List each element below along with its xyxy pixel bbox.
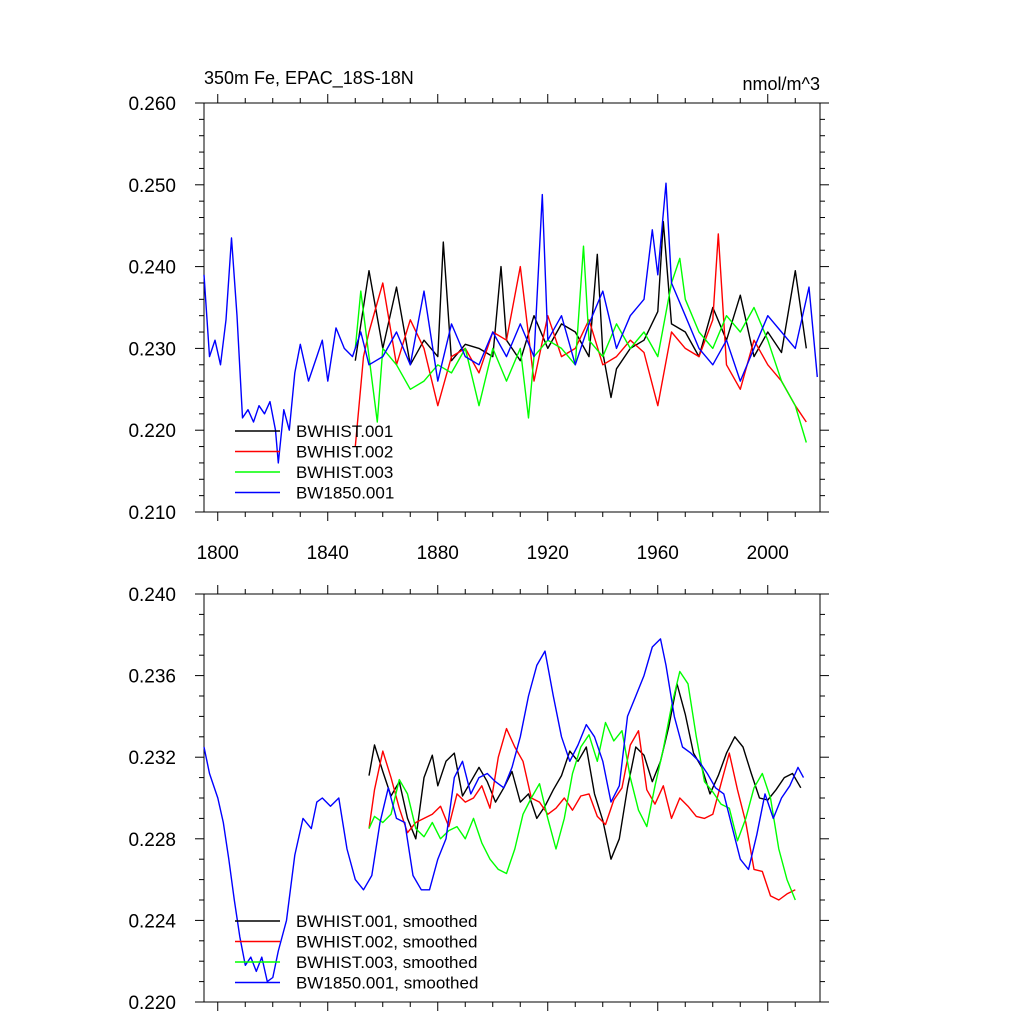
bottom-y-tick-label: 0.220 <box>128 993 176 1014</box>
top-chart-title: 350m Fe, EPAC_18S-18N <box>204 68 414 89</box>
top-series-line-3 <box>354 245 807 443</box>
bottom-y-tick-label: 0.232 <box>128 748 176 769</box>
bottom-legend-label: BW1850.001, smoothed <box>296 974 478 993</box>
bottom-panel: 0.220 0.224 0.228 0.232 0.236 0.240 BWHIST.001… <box>128 585 829 1014</box>
top-x-tick-label: 1960 <box>637 543 679 564</box>
top-panel: 350m Fe, EPAC_18S-18N nmol/m^3 1800 1840 1… <box>128 68 829 564</box>
bottom-legend-label: BWHIST.002, smoothed <box>296 933 477 952</box>
top-y-tick-label: 0.210 <box>128 503 176 524</box>
top-y-tick-label: 0.260 <box>128 94 176 115</box>
bottom-y-tick-label: 0.236 <box>128 667 176 688</box>
bottom-chart-marks: 0.220 0.224 0.228 0.232 0.236 0.240 BWHIST.001… <box>128 585 829 1014</box>
top-legend-label: BWHIST.002 <box>296 443 393 462</box>
bottom-series-line-4 <box>203 638 805 983</box>
top-y-tick-label: 0.230 <box>128 339 176 360</box>
top-x-tick-label: 2000 <box>747 543 789 564</box>
top-x-tick-label: 1920 <box>527 543 569 564</box>
top-legend-label: BWHIST.003 <box>296 463 393 482</box>
top-legend-label: BWHIST.001 <box>296 422 393 441</box>
top-y-tick-label: 0.240 <box>128 258 176 279</box>
bottom-legend-label: BWHIST.003, smoothed <box>296 953 477 972</box>
bottom-y-tick-label: 0.228 <box>128 830 176 851</box>
bottom-series-line-2 <box>368 727 796 901</box>
top-chart-marks: 1800 1840 1880 1920 1960 2000 0.210 0.220 0.230 0… <box>128 94 829 564</box>
bottom-series-line-1 <box>368 683 802 860</box>
top-x-tick-label: 1880 <box>417 543 459 564</box>
top-series-line-4 <box>203 182 818 464</box>
bottom-y-tick-label: 0.224 <box>128 911 176 932</box>
bottom-series-line-3 <box>368 670 796 901</box>
top-x-tick-label: 1840 <box>307 543 349 564</box>
top-y-tick-label: 0.220 <box>128 421 176 442</box>
bottom-y-tick-label: 0.240 <box>128 585 176 606</box>
top-y-tick-label: 0.250 <box>128 176 176 197</box>
bottom-legend-label: BWHIST.001, smoothed <box>296 912 477 931</box>
top-chart-units: nmol/m^3 <box>743 74 820 94</box>
top-series-line-1 <box>354 220 807 399</box>
top-plot-frame <box>203 102 821 513</box>
top-series-line-2 <box>354 233 807 447</box>
top-legend-label: BW1850.001 <box>296 484 394 503</box>
top-x-tick-label: 1800 <box>197 543 239 564</box>
